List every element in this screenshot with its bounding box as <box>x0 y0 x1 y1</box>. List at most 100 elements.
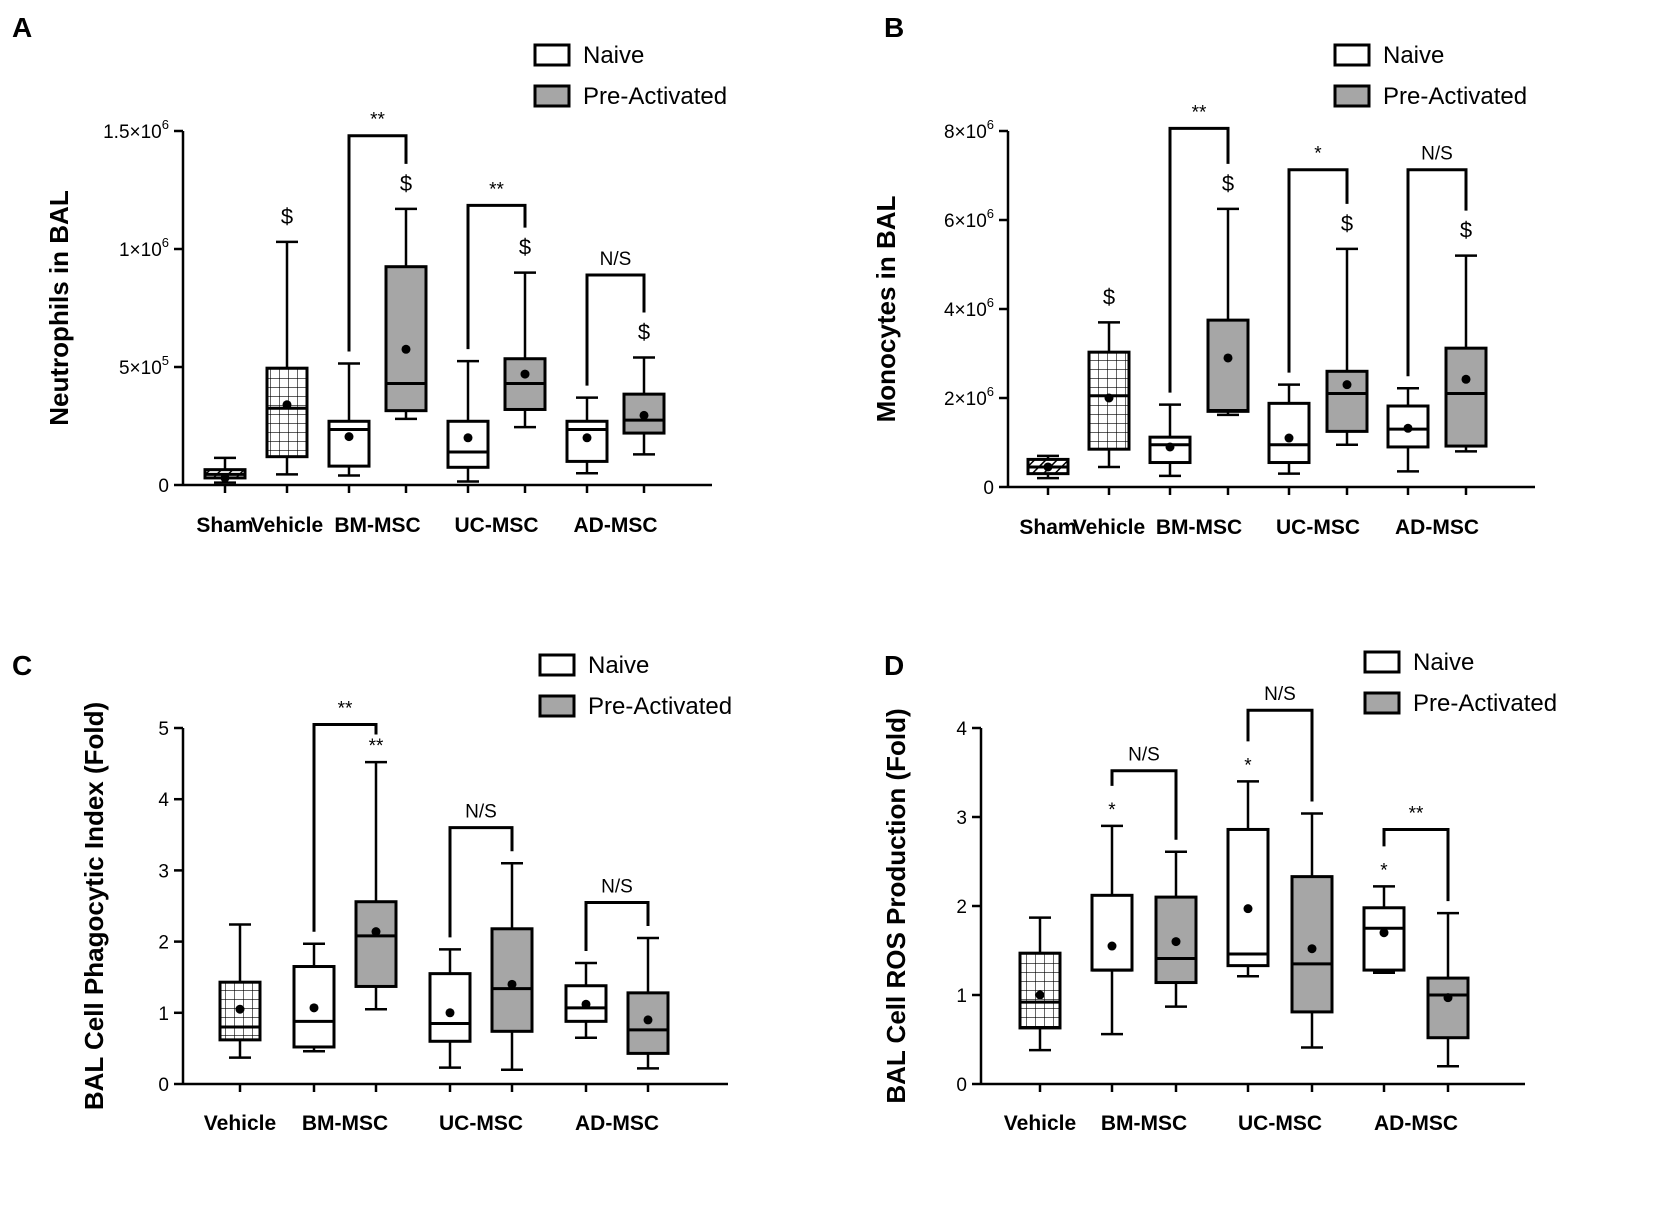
legend-preactivated-swatch <box>1363 691 1401 715</box>
comparison-bracket-ad-msc: ** <box>1382 803 1450 902</box>
box-vehicle-vehicle: $ <box>265 204 309 476</box>
mean-dot <box>282 400 292 410</box>
comparison-bracket-ad-msc: N/S <box>1406 144 1468 377</box>
legend-preactivated-swatch <box>538 694 576 718</box>
y-axis-title: BAL Cell Phagocytic Index (Fold) <box>79 702 109 1110</box>
mean-dot <box>507 979 517 989</box>
box-body <box>1087 350 1131 451</box>
legend: Naive Pre-Activated <box>538 652 732 720</box>
bracket-line <box>1168 126 1230 393</box>
bracket-line <box>347 134 408 352</box>
y-tick-label: 1 <box>956 986 967 1007</box>
mean-dot <box>463 433 473 443</box>
bracket-line <box>312 722 378 932</box>
legend-naive-label: Naive <box>1383 42 1444 69</box>
legend-naive-label: Naive <box>1413 649 1474 676</box>
y-tick-label: 1 <box>158 1004 169 1025</box>
significance-mark: ** <box>369 736 384 757</box>
box-body <box>1226 827 1270 968</box>
legend-preactivated-swatch <box>533 84 571 108</box>
category-label: UC-MSC <box>1276 516 1360 539</box>
box-body <box>446 419 490 469</box>
box-uc-msc-pre-activated: $ <box>503 235 547 429</box>
box-body <box>1090 893 1134 972</box>
legend-preactivated-label: Pre-Activated <box>588 693 732 720</box>
mean-dot <box>1403 423 1413 433</box>
bracket-line <box>1287 168 1349 373</box>
mean-dot <box>643 1015 653 1025</box>
significance-dollar: $ <box>1341 211 1353 236</box>
bracket-line <box>1382 827 1450 902</box>
box-uc-msc-pre-activated: $ <box>1325 211 1369 446</box>
mean-dot <box>1165 442 1175 452</box>
significance-dollar: $ <box>281 204 293 229</box>
category-label: Vehicle <box>251 514 323 537</box>
mean-dot <box>309 1003 319 1013</box>
legend-naive-swatch <box>538 653 576 677</box>
panel-c: 0 1 2 3 4 5 Vehicle BM-MSC UC-MSC AD-MSC BAL Cell … <box>79 652 732 1135</box>
bracket-label: N/S <box>1264 684 1296 705</box>
significance-mark: * <box>1380 860 1388 881</box>
category-label: Vehicle <box>204 1112 276 1135</box>
panel-letter-a: A <box>12 12 33 43</box>
mean-dot <box>639 410 649 420</box>
comparison-bracket-uc-msc: * <box>1287 144 1349 373</box>
significance-dollar: $ <box>1103 284 1115 309</box>
bracket-line <box>585 273 646 386</box>
box-body <box>327 419 371 468</box>
significance-mark: * <box>1244 755 1252 776</box>
y-tick-label: 5 <box>158 719 169 740</box>
y-tick-label: 0 <box>983 478 994 499</box>
legend: Naive Pre-Activated <box>1333 42 1527 110</box>
y-axis-title: BAL Cell ROS Production (Fold) <box>881 708 911 1103</box>
box-bm-msc-naive <box>292 942 336 1053</box>
category-label: AD-MSC <box>574 514 658 537</box>
box-bm-msc-naive <box>1148 403 1192 478</box>
category-label: BM-MSC <box>302 1112 388 1135</box>
mean-dot <box>445 1008 455 1018</box>
legend-preactivated-swatch <box>1333 84 1371 108</box>
y-tick-label: 0 <box>158 1075 169 1096</box>
comparison-bracket-ad-msc: N/S <box>584 876 650 951</box>
box-sham-sham <box>203 456 247 484</box>
y-axis-title: Monocytes in BAL <box>871 195 901 422</box>
box-ad-msc-naive <box>1386 386 1430 473</box>
box-body <box>1426 976 1470 1040</box>
mean-dot <box>1284 433 1294 443</box>
mean-dot <box>582 433 592 443</box>
box-body <box>428 972 472 1043</box>
box-uc-msc-pre-activated <box>1290 812 1334 1049</box>
comparison-bracket-bm-msc: ** <box>1168 102 1230 393</box>
significance-dollar: $ <box>638 320 650 345</box>
box-vehicle-vehicle <box>218 923 262 1059</box>
box-body <box>384 265 428 413</box>
category-label: Sham <box>196 514 253 537</box>
box-uc-msc-naive <box>1267 383 1311 475</box>
mean-dot <box>1171 937 1181 947</box>
y-tick-label: 4 <box>956 719 967 740</box>
category-label: BM-MSC <box>1156 516 1242 539</box>
panel-letter-d: D <box>884 650 905 681</box>
category-label: Sham <box>1019 516 1076 539</box>
comparison-bracket-ad-msc: N/S <box>585 249 646 386</box>
category-label: AD-MSC <box>1374 1112 1458 1135</box>
box-ad-msc-naive: * <box>1362 860 1406 974</box>
bracket-label: ** <box>338 698 353 719</box>
mean-dot <box>1223 353 1233 363</box>
category-label: BM-MSC <box>1101 1112 1187 1135</box>
bracket-label: N/S <box>465 802 497 823</box>
category-label: AD-MSC <box>575 1112 659 1135</box>
box-bm-msc-pre-activated: $ <box>384 171 428 421</box>
box-bm-msc-pre-activated: ** <box>354 736 398 1011</box>
category-label: AD-MSC <box>1395 516 1479 539</box>
mean-dot <box>1342 380 1352 390</box>
legend-naive-swatch <box>1363 650 1401 674</box>
legend-preactivated-label: Pre-Activated <box>583 83 727 110</box>
box-body <box>1206 318 1250 413</box>
box-bm-msc-pre-activated <box>1154 850 1198 1008</box>
mean-dot <box>1443 993 1453 1003</box>
category-label: BM-MSC <box>334 514 420 537</box>
